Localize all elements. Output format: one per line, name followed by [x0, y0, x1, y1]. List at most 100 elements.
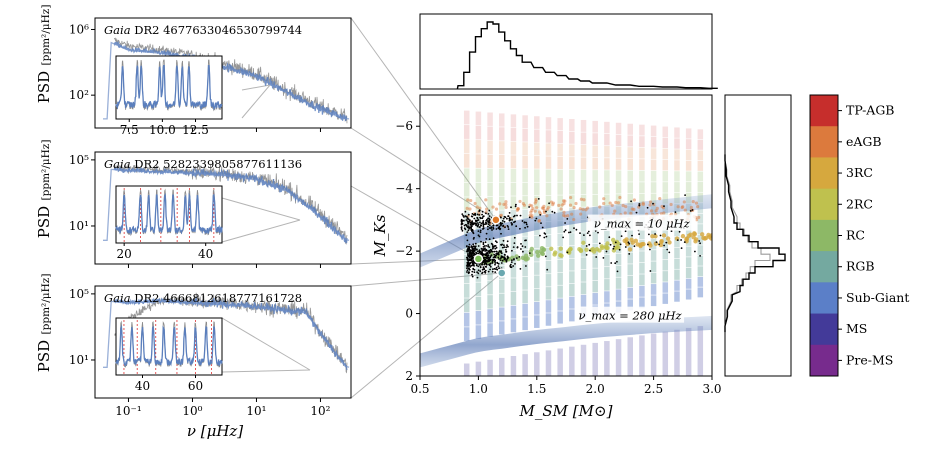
- track-segment: [650, 148, 657, 159]
- star-point: [540, 222, 542, 225]
- psd-inset-xtick-label: 40: [135, 379, 150, 393]
- track-segment: [569, 220, 575, 233]
- rc-point: [680, 233, 686, 239]
- star-point: [587, 230, 590, 233]
- track-segment: [650, 261, 657, 273]
- star-point: [485, 232, 488, 235]
- track-segment: [615, 170, 622, 182]
- agb-point: [579, 197, 583, 201]
- track-segment: [499, 141, 505, 155]
- track-segment: [487, 140, 493, 155]
- psd-ylabel: PSD: [35, 206, 53, 238]
- agb-point: [613, 209, 617, 213]
- main-xtick-label: 1.5: [527, 382, 546, 396]
- star-point: [479, 266, 482, 268]
- track-segment: [557, 143, 563, 157]
- track-segment: [650, 227, 657, 239]
- star-point: [614, 262, 617, 265]
- colorbar-swatch: [810, 282, 838, 315]
- star-point: [476, 222, 479, 224]
- star-point: [487, 213, 490, 215]
- track-segment: [685, 128, 692, 139]
- track-segment: [557, 272, 563, 285]
- star-point: [474, 214, 477, 217]
- star-point: [476, 213, 479, 216]
- main-xtick-label: 2.5: [644, 382, 663, 396]
- track-segment: [639, 147, 645, 159]
- star-point: [506, 255, 509, 258]
- star-point: [460, 223, 463, 226]
- top-hist-frame: [419, 13, 713, 90]
- track-segment: [627, 158, 633, 170]
- track-segment: [662, 282, 669, 293]
- track-segment: [650, 295, 657, 307]
- star-point: [464, 215, 467, 217]
- track-segment: [650, 136, 657, 148]
- star-point: [485, 220, 487, 222]
- track-ms-segment: [557, 348, 563, 376]
- star-point: [525, 265, 527, 267]
- star-point: [513, 214, 516, 217]
- star-point: [479, 231, 482, 234]
- star-point: [471, 261, 474, 263]
- star-point: [665, 241, 668, 244]
- track-segment: [685, 139, 692, 150]
- agb-point: [546, 206, 550, 210]
- psd-xlabel: ν [μHz]: [187, 422, 243, 440]
- track-segment: [650, 238, 657, 250]
- rc-point: [541, 247, 547, 253]
- track-segment: [499, 321, 505, 335]
- track-segment: [463, 182, 470, 197]
- star-point: [545, 235, 548, 238]
- main-xtick-label: 2.0: [586, 382, 605, 396]
- star-point: [505, 250, 508, 253]
- psd-inset: 20 40: [115, 185, 223, 261]
- star-point: [461, 221, 463, 223]
- star-point: [476, 271, 478, 273]
- star-point: [573, 227, 575, 230]
- star-point: [506, 240, 509, 243]
- star-point: [467, 226, 470, 229]
- star-point: [481, 249, 484, 252]
- star-point: [492, 268, 494, 271]
- track-segment: [522, 290, 528, 304]
- zoom-connector-lines: [221, 17, 503, 399]
- star-point: [473, 236, 475, 239]
- track-segment: [475, 111, 482, 126]
- star-point: [526, 225, 529, 228]
- psd-yunit: [ppm²/μHz]: [40, 5, 52, 66]
- agb-point: [537, 218, 541, 223]
- star-point: [494, 271, 497, 273]
- right-hist-steps-alt: [724, 154, 771, 333]
- star-point: [501, 259, 504, 262]
- star-point: [488, 252, 491, 254]
- star-point: [475, 251, 477, 254]
- star-point: [466, 271, 468, 273]
- star-point: [500, 232, 502, 235]
- track-segment: [534, 209, 540, 222]
- track-segment: [557, 311, 563, 324]
- track-ms-segment: [499, 357, 505, 376]
- track-segment: [569, 309, 575, 322]
- star-point: [513, 221, 515, 224]
- track-segment: [475, 125, 482, 140]
- main-xlabel: M_SM [M⊙]: [519, 402, 613, 420]
- star-point: [465, 224, 468, 227]
- star-point: [535, 217, 538, 220]
- star-point: [511, 259, 513, 262]
- track-segment: [475, 140, 482, 154]
- rc-point: [539, 251, 545, 256]
- psd-panel-3: Gaia DR2 4666812618777161728 10⁵ 10¹ PSD [pp…: [35, 274, 352, 440]
- rc-point: [599, 244, 605, 249]
- star-point: [475, 220, 477, 223]
- track-segment: [475, 182, 482, 197]
- psd-panel-title: Gaia DR2 4666812618777161728: [104, 291, 302, 305]
- agb-point: [683, 208, 687, 212]
- star-point: [492, 245, 494, 247]
- agb-point: [562, 213, 566, 217]
- star-point: [473, 265, 475, 267]
- star-point: [492, 226, 495, 229]
- agb-point: [516, 207, 520, 211]
- connector-line: [241, 84, 271, 119]
